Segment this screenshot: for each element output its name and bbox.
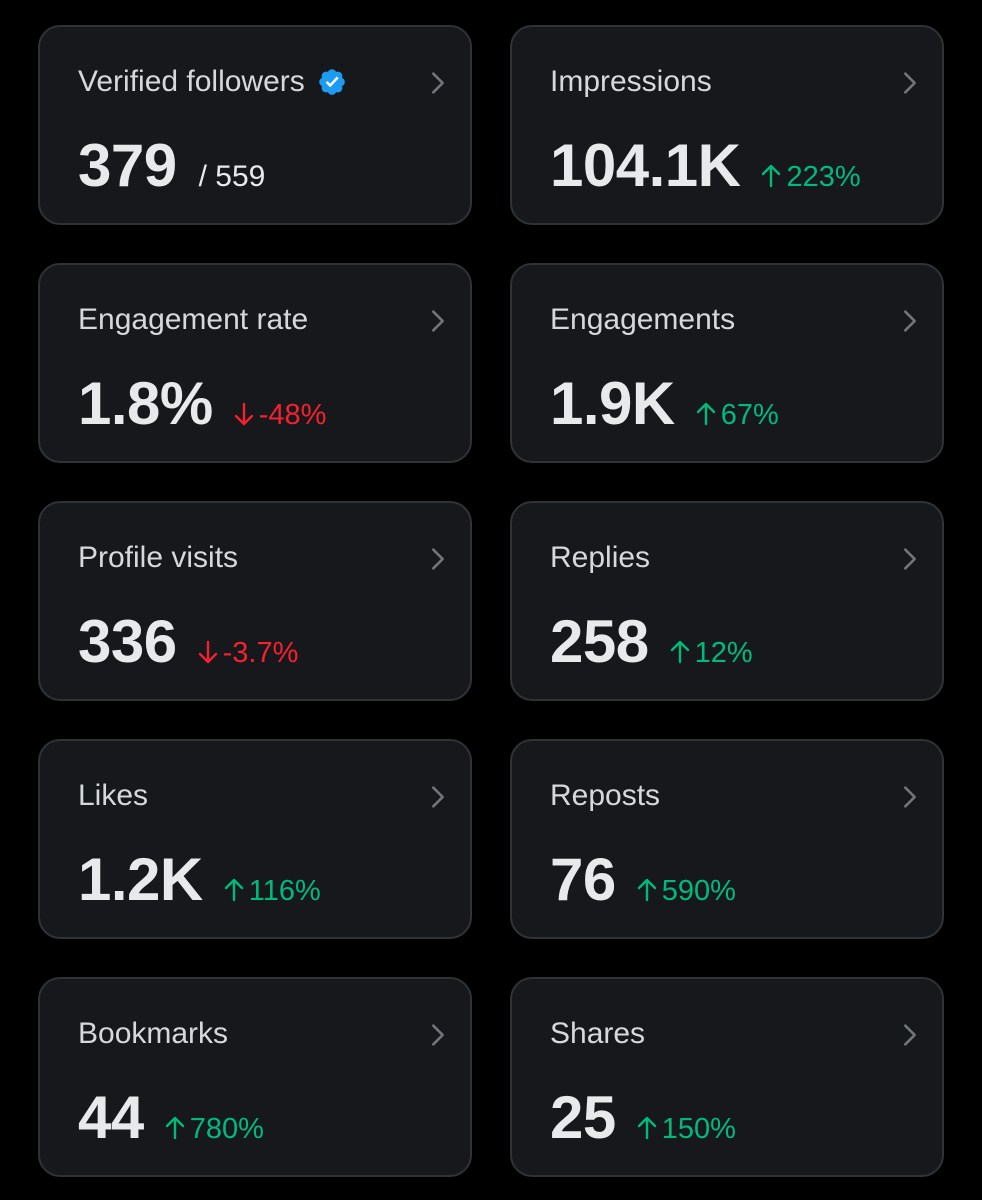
- arrow-up-icon: [762, 164, 781, 188]
- card-label: Shares: [550, 1017, 646, 1050]
- chevron-right-icon: [432, 786, 444, 808]
- arrow-down-icon: [234, 402, 253, 426]
- card-value-row: 1.8% -48%: [78, 369, 326, 438]
- card-value-row: 1.9K 67%: [550, 369, 779, 438]
- arrow-up-icon: [637, 1116, 656, 1140]
- change-indicator: 590%: [636, 875, 736, 908]
- card-label: Reposts: [550, 779, 661, 812]
- card-label: Engagement rate: [78, 303, 309, 336]
- change-value: 780%: [189, 1113, 264, 1145]
- change-value: 590%: [661, 875, 736, 907]
- card-value-row: 25 150%: [550, 1083, 736, 1152]
- card-label-row: Verified followers: [78, 65, 347, 99]
- change-value: 116%: [248, 875, 321, 907]
- card-value-row: 258 12%: [550, 607, 753, 676]
- arrow-down-icon: [198, 640, 217, 664]
- card-profile-visits[interactable]: Profile visits 336 -3.7%: [38, 501, 472, 701]
- chevron-right-icon: [904, 1024, 916, 1046]
- card-value-row: 379 / 559: [78, 131, 265, 200]
- card-total: / 559: [198, 160, 266, 193]
- card-value-row: 1.2K 116%: [78, 845, 321, 914]
- chevron-right-icon: [904, 786, 916, 808]
- card-label: Likes: [78, 779, 149, 812]
- chevron-right-icon: [904, 310, 916, 332]
- card-replies[interactable]: Replies 258 12%: [510, 501, 944, 701]
- card-label: Impressions: [550, 65, 712, 98]
- change-indicator: -3.7%: [197, 637, 299, 670]
- chevron-right-icon: [432, 548, 444, 570]
- card-value: 104.1K: [550, 132, 741, 199]
- card-label: Replies: [550, 541, 651, 574]
- card-value: 25: [550, 1084, 616, 1151]
- change-value: 12%: [694, 637, 753, 669]
- card-shares[interactable]: Shares 25 150%: [510, 977, 944, 1177]
- chevron-right-icon: [432, 72, 444, 94]
- card-label: Verified followers: [78, 65, 305, 98]
- change-indicator: 150%: [636, 1113, 736, 1146]
- change-value: -3.7%: [222, 637, 299, 669]
- card-label: Engagements: [550, 303, 736, 336]
- card-value: 76: [550, 846, 616, 913]
- arrow-up-icon: [670, 640, 689, 664]
- chevron-right-icon: [432, 1024, 444, 1046]
- change-indicator: 116%: [223, 875, 321, 908]
- card-engagements[interactable]: Engagements 1.9K 67%: [510, 263, 944, 463]
- arrow-up-icon: [637, 878, 656, 902]
- chevron-right-icon: [904, 548, 916, 570]
- verified-badge-icon: [318, 69, 345, 95]
- chevron-right-icon: [904, 72, 916, 94]
- change-indicator: -48%: [233, 399, 327, 432]
- card-value: 1.9K: [550, 370, 675, 437]
- card-label: Profile visits: [78, 541, 239, 574]
- card-reposts[interactable]: Reposts 76 590%: [510, 739, 944, 939]
- card-value: 336: [78, 608, 177, 675]
- card-value-row: 104.1K 223%: [550, 131, 861, 200]
- change-value: 67%: [720, 399, 779, 431]
- card-value: 258: [550, 608, 649, 675]
- change-indicator: 223%: [760, 161, 861, 194]
- card-value-row: 76 590%: [550, 845, 736, 914]
- change-value: -48%: [258, 399, 327, 431]
- card-value-row: 44 780%: [78, 1083, 264, 1152]
- arrow-up-icon: [224, 878, 243, 902]
- change-value: 150%: [661, 1113, 736, 1145]
- card-impressions[interactable]: Impressions 104.1K 223%: [510, 25, 944, 225]
- change-indicator: 780%: [164, 1113, 264, 1146]
- arrow-up-icon: [696, 402, 715, 426]
- change-value: 223%: [786, 161, 861, 193]
- card-value: 44: [78, 1084, 144, 1151]
- card-value: 1.2K: [78, 846, 203, 913]
- change-indicator: 67%: [695, 399, 779, 432]
- card-label: Bookmarks: [78, 1017, 229, 1050]
- card-value-row: 336 -3.7%: [78, 607, 298, 676]
- card-verified-followers[interactable]: Verified followers 379 / 559: [38, 25, 472, 225]
- card-likes[interactable]: Likes 1.2K 116%: [38, 739, 472, 939]
- card-value: 379: [78, 132, 177, 199]
- card-engagement-rate[interactable]: Engagement rate 1.8% -48%: [38, 263, 472, 463]
- arrow-up-icon: [165, 1116, 184, 1140]
- change-indicator: 12%: [669, 637, 753, 670]
- card-bookmarks[interactable]: Bookmarks 44 780%: [38, 977, 472, 1177]
- card-value: 1.8%: [78, 370, 213, 437]
- chevron-right-icon: [432, 310, 444, 332]
